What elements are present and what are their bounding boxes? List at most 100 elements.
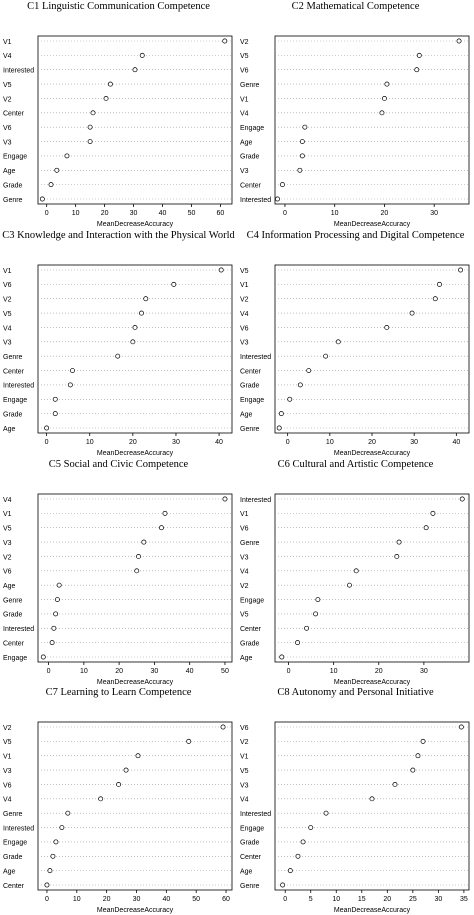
x-tick-label: 20 — [103, 896, 111, 903]
dot-plot: V1 V6 V2 V5 V4 V3 Genre Center Interested Engage G… — [3, 264, 233, 457]
category-label: Engage — [3, 840, 27, 847]
data-point — [308, 825, 314, 831]
panel-title: C3 Knowledge and Interaction with the Ph… — [2, 229, 235, 241]
x-tick-label: 0 — [287, 668, 291, 675]
category-label: Engage — [3, 397, 27, 404]
x-tick-label: 20 — [375, 668, 383, 675]
data-point — [98, 796, 104, 802]
x-axis-label: MeanDecreaseAccuracy — [334, 450, 411, 457]
data-point — [59, 825, 65, 831]
data-point — [346, 582, 352, 588]
data-point — [278, 410, 284, 416]
data-point — [116, 782, 122, 788]
data-point — [222, 496, 228, 501]
panel-title: C7 Learning to Learn Competence — [45, 687, 192, 699]
panel-1: C1 Linguistic Communication Competence V1… — [0, 0, 237, 229]
category-label: Genre — [3, 597, 23, 604]
data-point — [437, 281, 442, 287]
category-label: Engage — [240, 597, 264, 604]
x-tick-label: 10 — [72, 210, 80, 217]
data-point — [141, 539, 147, 545]
data-point — [300, 839, 306, 845]
category-label: Center — [3, 883, 25, 890]
data-point — [353, 567, 359, 573]
category-label: Grade — [240, 154, 260, 161]
data-point — [44, 425, 50, 431]
data-point — [222, 38, 228, 44]
data-point — [53, 839, 59, 845]
category-label: Interested — [3, 382, 34, 389]
data-point — [335, 339, 341, 345]
data-point — [304, 625, 310, 631]
panel-5: C5 Social and Civic Competence V4 V1 V5 V3 V2… — [0, 458, 237, 687]
data-point — [136, 553, 141, 559]
data-point — [171, 281, 177, 287]
x-tick-label: 0 — [45, 210, 49, 217]
x-tick-label: 20 — [101, 210, 109, 217]
category-label: V6 — [3, 282, 12, 289]
category-label: Interested — [240, 496, 271, 503]
category-label: Engage — [3, 654, 27, 661]
category-label: Center — [240, 626, 262, 633]
data-point — [458, 724, 464, 730]
category-label: Engage — [240, 397, 264, 404]
x-tick-label: 40 — [215, 439, 223, 446]
data-point — [430, 510, 436, 516]
x-tick-label: 50 — [192, 896, 200, 903]
category-label: Age — [3, 426, 16, 433]
data-point — [423, 524, 429, 530]
x-tick-label: 40 — [162, 896, 170, 903]
data-point — [369, 796, 375, 802]
x-tick-label: 0 — [283, 896, 287, 903]
x-tick-label: 35 — [460, 896, 468, 903]
data-point — [410, 767, 416, 773]
category-label: Engage — [3, 154, 27, 161]
x-tick-label: 50 — [188, 210, 196, 217]
data-point — [143, 296, 149, 301]
data-point — [287, 396, 293, 402]
category-label: V1 — [240, 754, 249, 761]
category-label: V4 — [3, 53, 12, 60]
data-point — [64, 153, 70, 159]
x-tick-label: 20 — [383, 896, 391, 903]
category-label: V3 — [3, 139, 12, 146]
category-label: V3 — [240, 554, 249, 561]
dot-plot: V2 V5 V1 V3 V6 V4 Genre Interested Engage Grade Ag… — [3, 721, 233, 914]
category-label: V6 — [3, 783, 12, 790]
category-label: Age — [3, 869, 16, 876]
data-point — [299, 153, 305, 159]
data-point — [48, 182, 54, 188]
category-label: V4 — [3, 325, 12, 332]
panel-6: C6 Cultural and Artistic Competence Inter… — [237, 458, 474, 687]
x-tick-label: 40 — [452, 439, 460, 446]
category-label: V1 — [240, 96, 249, 103]
data-point — [420, 739, 426, 745]
panel-3: C3 Knowledge and Interaction with the Ph… — [0, 229, 237, 458]
x-tick-label: 40 — [159, 210, 167, 217]
category-label: V2 — [240, 739, 249, 746]
category-label: Age — [240, 411, 253, 418]
panel-title: C2 Mathematical Competence — [291, 1, 420, 12]
data-point — [139, 52, 145, 58]
plot-frame — [37, 721, 233, 891]
category-label: Genre — [3, 811, 23, 818]
x-tick-label: 0 — [286, 439, 290, 446]
category-label: V5 — [3, 311, 12, 318]
data-point — [299, 139, 305, 144]
plot-frame — [37, 493, 233, 662]
data-point — [280, 182, 285, 188]
data-point — [280, 882, 286, 888]
category-label: Interested — [3, 68, 34, 75]
x-tick-label: 10 — [330, 668, 338, 675]
data-point — [134, 567, 140, 573]
x-tick-label: 0 — [47, 668, 51, 675]
data-point — [287, 868, 293, 874]
data-point — [315, 596, 321, 602]
category-label: Interested — [240, 197, 271, 204]
category-label: V2 — [3, 725, 12, 732]
category-label: Engage — [240, 826, 264, 833]
data-point — [394, 553, 400, 559]
panel-title: C4 Information Processing and Digital Co… — [246, 229, 465, 241]
category-label: V4 — [240, 568, 249, 575]
x-tick-label: 0 — [45, 439, 49, 446]
